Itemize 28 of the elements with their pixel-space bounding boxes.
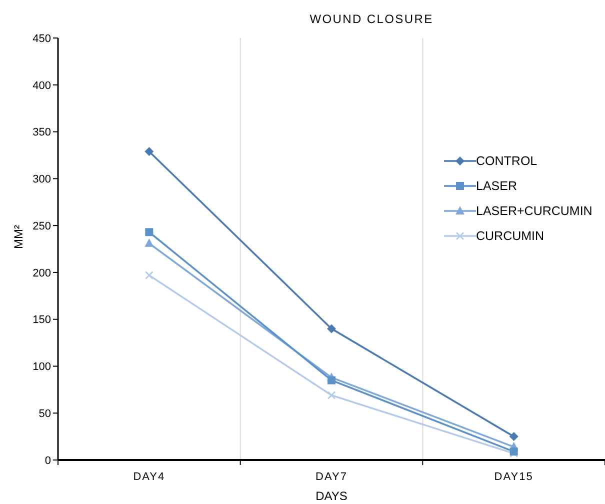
x-axis-title: DAYS <box>316 489 348 503</box>
y-tick-label: 300 <box>32 174 51 186</box>
y-tick-label: 250 <box>32 220 51 232</box>
point <box>509 432 518 442</box>
legend-label: CURCUMIN <box>476 229 544 243</box>
point <box>144 146 154 156</box>
x-tick-label: DAY4 <box>133 471 166 483</box>
y-axis-title: MM² <box>11 225 26 249</box>
y-tick-label: 450 <box>32 32 51 45</box>
y-tick-label: 100 <box>32 361 51 374</box>
legend-label: LASER <box>476 179 517 193</box>
point <box>144 238 154 247</box>
point <box>145 228 154 236</box>
y-tick-label: 50 <box>38 408 51 420</box>
point <box>327 324 336 334</box>
y-tick-label: 350 <box>32 126 51 139</box>
y-tick-label: 200 <box>32 267 51 280</box>
x-tick-label: DAY7 <box>316 471 348 483</box>
point <box>328 391 336 400</box>
legend-label: LASER+CURCUMIN <box>476 204 592 218</box>
legend-label: CONTROL <box>476 154 538 168</box>
y-tick-label: 400 <box>32 80 51 92</box>
x-tick-label: DAY15 <box>494 471 534 483</box>
y-tick-label: 0 <box>44 454 51 467</box>
chart-title: WOUND CLOSURE <box>308 11 434 28</box>
point <box>145 271 154 280</box>
y-tick-label: 150 <box>32 314 51 326</box>
point <box>328 376 336 384</box>
